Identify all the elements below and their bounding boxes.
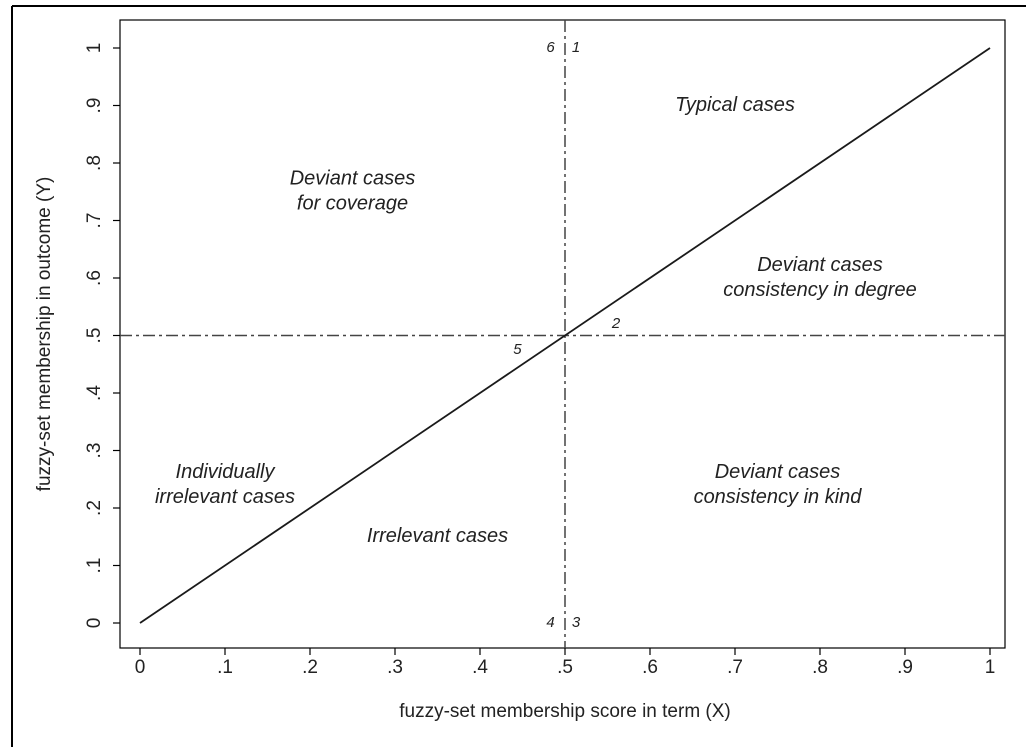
y-tick-label: .8 <box>84 155 105 171</box>
y-tick-label: .7 <box>84 213 105 229</box>
x-tick-label: .8 <box>812 657 828 678</box>
y-tick-label: .9 <box>84 98 105 114</box>
plot-frame <box>119 19 1006 649</box>
y-tick-label: 1 <box>84 43 105 54</box>
y-tick-label: .5 <box>84 328 105 344</box>
diagonal-line <box>139 47 991 624</box>
annotation: irrelevant cases <box>155 486 295 508</box>
point-label: 6 <box>546 39 555 56</box>
point-label: 3 <box>572 614 581 631</box>
y-tick-label: .2 <box>84 500 105 516</box>
annotation: Irrelevant cases <box>367 525 508 547</box>
point-label: 2 <box>611 315 621 332</box>
annotation: Typical cases <box>675 94 795 116</box>
point-label: 5 <box>513 341 522 358</box>
y-tick-label: .1 <box>84 558 105 574</box>
point-label: 1 <box>572 39 580 56</box>
annotation: for coverage <box>297 193 408 215</box>
y-axis-label: fuzzy-set membership in outcome (Y) <box>34 177 55 492</box>
y-tick-label: .4 <box>84 385 105 401</box>
x-tick-label: .9 <box>897 657 913 678</box>
y-tick-label: 0 <box>84 618 105 629</box>
x-tick-label: 1 <box>985 657 996 678</box>
x-tick-label: .3 <box>387 657 403 678</box>
annotation: consistency in kind <box>694 486 863 508</box>
x-tick-label: .5 <box>557 657 573 678</box>
x-tick-label: .4 <box>472 657 488 678</box>
annotation: Deviant cases <box>757 254 883 276</box>
x-axis-label: fuzzy-set membership score in term (X) <box>399 701 731 722</box>
point-label: 4 <box>546 614 554 631</box>
x-tick-label: .2 <box>302 657 318 678</box>
annotation: Deviant cases <box>290 168 416 190</box>
annotation: consistency in degree <box>723 279 916 301</box>
y-tick-label: .6 <box>84 270 105 286</box>
y-tick-label: .3 <box>84 443 105 459</box>
x-tick-label: .1 <box>217 657 233 678</box>
annotation: Deviant cases <box>715 461 841 483</box>
x-tick-label: 0 <box>135 657 146 678</box>
x-tick-label: .6 <box>642 657 658 678</box>
annotation: Individually <box>176 461 276 483</box>
x-tick-label: .7 <box>727 657 743 678</box>
